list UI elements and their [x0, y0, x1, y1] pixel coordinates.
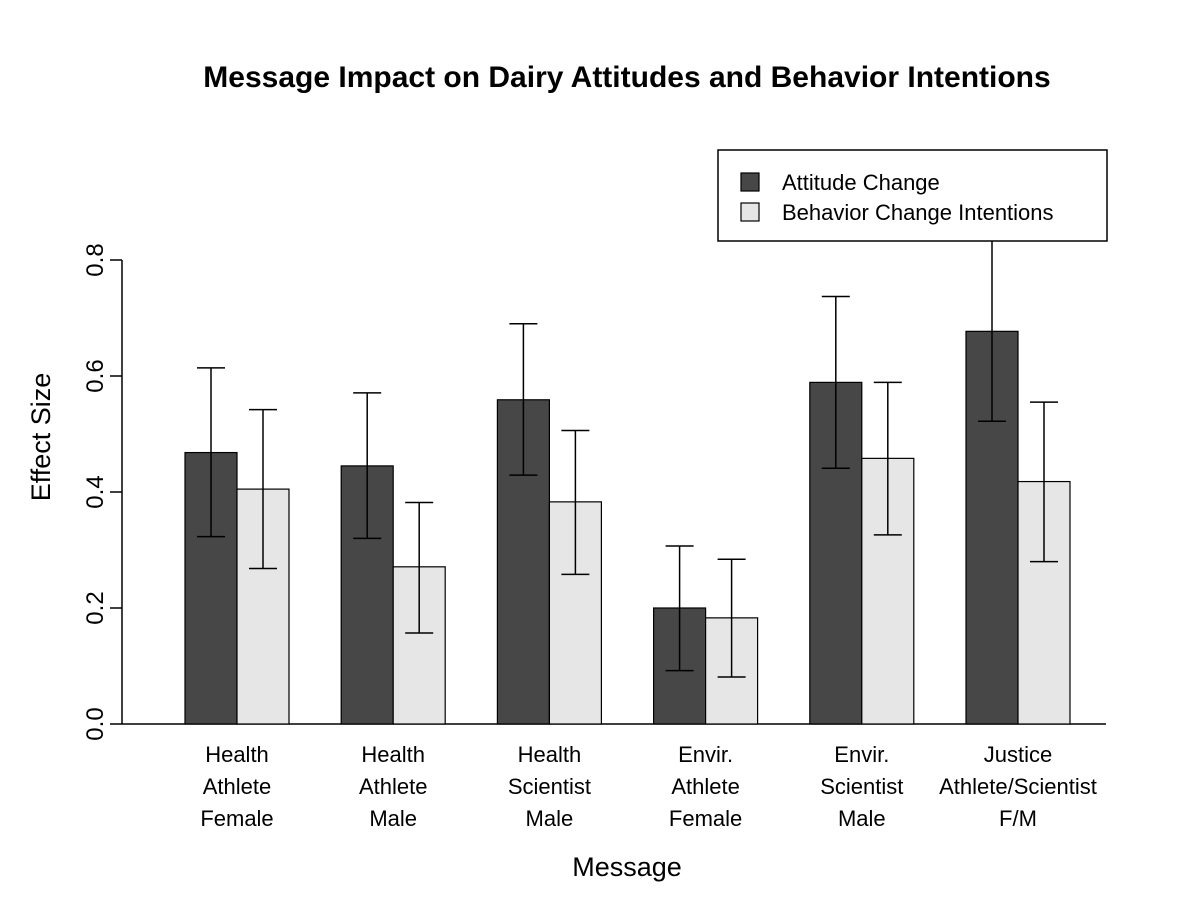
x-tick-label: Scientist — [820, 774, 903, 799]
x-tick-label: Male — [369, 806, 417, 831]
error-bar — [717, 558, 746, 678]
error-bar — [561, 429, 590, 576]
x-tick-label: Health — [518, 742, 582, 767]
x-tick-label: Health — [361, 742, 425, 767]
x-tick-label: F/M — [999, 806, 1037, 831]
x-axis-label: Message — [572, 852, 682, 882]
legend-box — [717, 149, 1108, 242]
x-tick-label: Envir. — [834, 742, 889, 767]
x-tick-label: Athlete — [671, 774, 740, 799]
error-bar — [821, 295, 850, 469]
legend: Attitude Change Behavior Change Intention… — [717, 149, 1108, 242]
x-tick-label: Justice — [984, 742, 1052, 767]
error-bar — [665, 545, 694, 672]
error-bar — [1030, 401, 1058, 563]
error-bar — [353, 392, 382, 540]
x-tick-label: Health — [205, 742, 269, 767]
x-tick-label: Athlete — [359, 774, 428, 799]
y-tick-label: 0.8 — [82, 243, 109, 276]
error-bar — [197, 367, 225, 538]
x-tick-label: Athlete/Scientist — [939, 774, 1097, 799]
legend-swatch — [740, 172, 760, 192]
chart-title: Message Impact on Dairy Attitudes and Be… — [203, 61, 1050, 94]
legend-entry: Behavior Change Intentions — [782, 200, 1054, 225]
x-tick-label: Envir. — [678, 742, 733, 767]
x-tick-label: Athlete — [203, 774, 272, 799]
x-tick-label: Male — [838, 806, 886, 831]
y-tick-label: 0.0 — [82, 707, 109, 740]
error-bar — [509, 323, 538, 476]
x-tick-label: Female — [669, 806, 742, 831]
legend-entry: Attitude Change — [782, 170, 940, 195]
error-bar — [249, 408, 277, 570]
y-axis-label: Effect Size — [26, 373, 56, 502]
error-bar — [873, 381, 902, 536]
x-tick-label: Male — [526, 806, 574, 831]
y-tick-label: 0.2 — [82, 591, 109, 624]
x-tick-label: Scientist — [508, 774, 591, 799]
plot-area: 0.0 0.2 0.4 0.6 0.8 Health Athlete Female Health… — [82, 238, 1106, 831]
y-tick-label: 0.6 — [82, 359, 109, 392]
x-tick-label: Female — [200, 806, 273, 831]
error-bar — [405, 501, 434, 634]
legend-swatch — [740, 202, 760, 222]
y-tick-label: 0.4 — [82, 475, 109, 508]
